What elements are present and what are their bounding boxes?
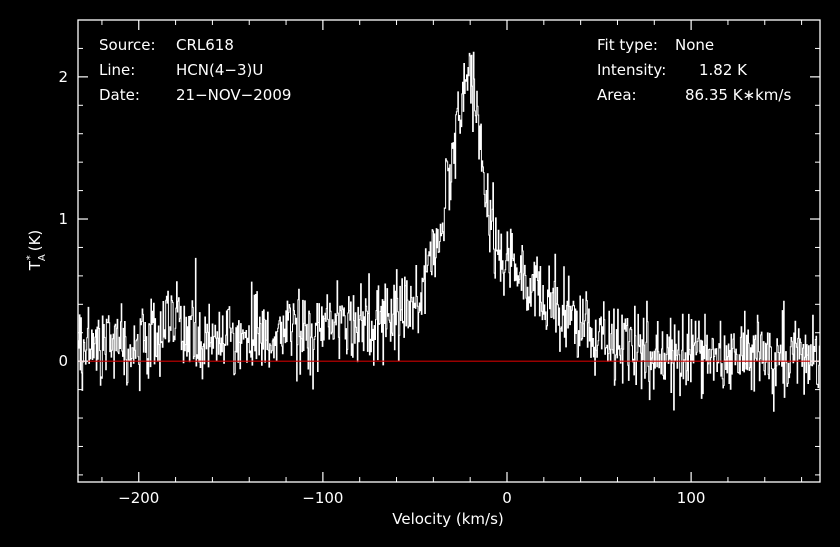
area-value: 86.35 K∗km/s xyxy=(685,86,791,104)
x-tick-label: −200 xyxy=(118,489,159,507)
y-tick-label: 2 xyxy=(58,68,68,86)
y-axis-label: TA*(K) xyxy=(25,230,48,272)
spectrum-series-line xyxy=(78,51,821,412)
x-tick-label: 100 xyxy=(677,489,706,507)
source-value: CRL618 xyxy=(176,36,234,54)
line-label: Line: xyxy=(99,61,135,79)
area-label: Area: xyxy=(597,86,637,104)
intensity-value: 1.82 K xyxy=(699,61,748,79)
x-tick-label: −100 xyxy=(302,489,343,507)
x-axis-label: Velocity (km/s) xyxy=(392,510,503,528)
date-value: 21−NOV−2009 xyxy=(176,86,291,104)
y-tick-label: 1 xyxy=(58,210,68,228)
y-tick-label: 0 xyxy=(58,352,68,370)
date-label: Date: xyxy=(99,86,140,104)
spectrum-trace-layer xyxy=(78,51,821,412)
plot-frame xyxy=(77,19,821,483)
fit-type-label: Fit type: xyxy=(597,36,658,54)
x-tick-label: 0 xyxy=(502,489,512,507)
intensity-label: Intensity: xyxy=(597,61,666,79)
source-label: Source: xyxy=(99,36,156,54)
svg-text:TA*(K): TA*(K) xyxy=(25,230,48,272)
line-value: HCN(4−3)U xyxy=(176,61,263,79)
fit-type-value: None xyxy=(675,36,714,54)
axis-ticks: −200 −100 0 100 0 1 2 xyxy=(58,19,820,507)
